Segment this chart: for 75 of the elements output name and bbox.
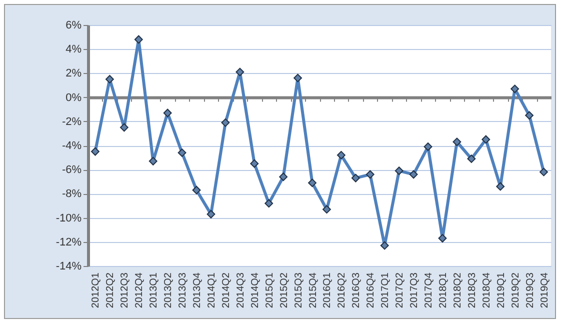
point (322, 205, 331, 214)
x-tick-label: 2016Q1 (322, 272, 334, 308)
point (91, 147, 100, 156)
y-tick-label: 2% (66, 68, 82, 80)
point (163, 108, 172, 118)
point (467, 154, 476, 163)
x-tick-label: 2013Q4 (192, 272, 204, 308)
y-tick-label: -2% (62, 116, 82, 128)
x-tick-label: 2018Q1 (438, 272, 449, 308)
x-tick-label: 2013Q2 (163, 272, 174, 308)
x-tick-label: 2019Q1 (496, 272, 507, 308)
x-tick-label: 2015Q4 (308, 272, 319, 308)
x-tick-label: 2018Q2 (452, 272, 464, 308)
x-tick-label: 2014Q2 (220, 272, 232, 308)
point (438, 234, 447, 242)
x-tick-label: 2017Q4 (424, 272, 435, 308)
x-tick-label: 2016Q4 (366, 272, 377, 308)
x-tick-label: 2012Q3 (120, 272, 131, 308)
y-tick-label: -12% (56, 236, 82, 248)
point (525, 111, 534, 120)
point (134, 35, 143, 44)
x-tick-label: 2016Q3 (351, 272, 362, 308)
point (294, 74, 302, 82)
y-tick-label: -4% (62, 140, 82, 152)
x-tick-label: 2014Q1 (206, 272, 218, 308)
x-tick-label: 2013Q3 (178, 272, 189, 308)
point (279, 172, 288, 182)
point (409, 170, 418, 179)
point (192, 186, 201, 194)
x-tick-label: 2012Q1 (90, 272, 102, 308)
y-tick-label: -14% (56, 260, 82, 272)
x-tick-label: 2019Q4 (539, 272, 550, 308)
x-tick-label: 2019Q3 (524, 272, 536, 308)
x-tick-label: 2012Q4 (134, 272, 146, 308)
x-tick-label: 2019Q2 (510, 272, 522, 308)
y-tick-label: -8% (62, 188, 82, 200)
point (394, 166, 404, 176)
point (366, 170, 374, 179)
x-tick-label: 2018Q4 (481, 272, 492, 308)
x-tick-label: 2014Q3 (235, 272, 246, 308)
x-tick-label: 2015Q2 (278, 272, 290, 308)
point (452, 138, 462, 146)
x-tick-label: 2018Q3 (466, 272, 478, 308)
point (540, 168, 548, 176)
point (380, 241, 389, 250)
point (120, 123, 128, 132)
point (424, 142, 432, 151)
point (264, 199, 274, 208)
x-tick-label: 2017Q1 (380, 272, 392, 308)
point (105, 75, 114, 84)
x-tick-label: 2017Q3 (409, 272, 420, 308)
point (206, 210, 216, 218)
x-tick-label: 2015Q1 (264, 272, 276, 308)
point (336, 150, 346, 160)
point (308, 178, 316, 188)
x-tick-label: 2017Q2 (394, 272, 406, 308)
x-tick-label: 2013Q1 (148, 272, 160, 308)
x-tick-label: 2015Q3 (293, 272, 304, 308)
point (236, 68, 244, 76)
point (496, 182, 505, 191)
x-tick-label: 2012Q2 (105, 272, 116, 308)
point (250, 159, 259, 168)
x-tick-label: 2016Q2 (336, 272, 348, 308)
point (351, 174, 360, 182)
point (482, 135, 490, 144)
y-tick-label: 0% (66, 92, 82, 104)
point (221, 118, 230, 127)
point (178, 148, 186, 157)
x-tick-label: 2014Q4 (250, 272, 261, 308)
y-tick-label: 6% (66, 20, 82, 32)
y-tick-label: -10% (56, 212, 82, 224)
point (510, 84, 520, 94)
point (148, 156, 158, 166)
y-tick-label: -6% (62, 164, 82, 176)
y-tick-label: 4% (66, 44, 82, 56)
